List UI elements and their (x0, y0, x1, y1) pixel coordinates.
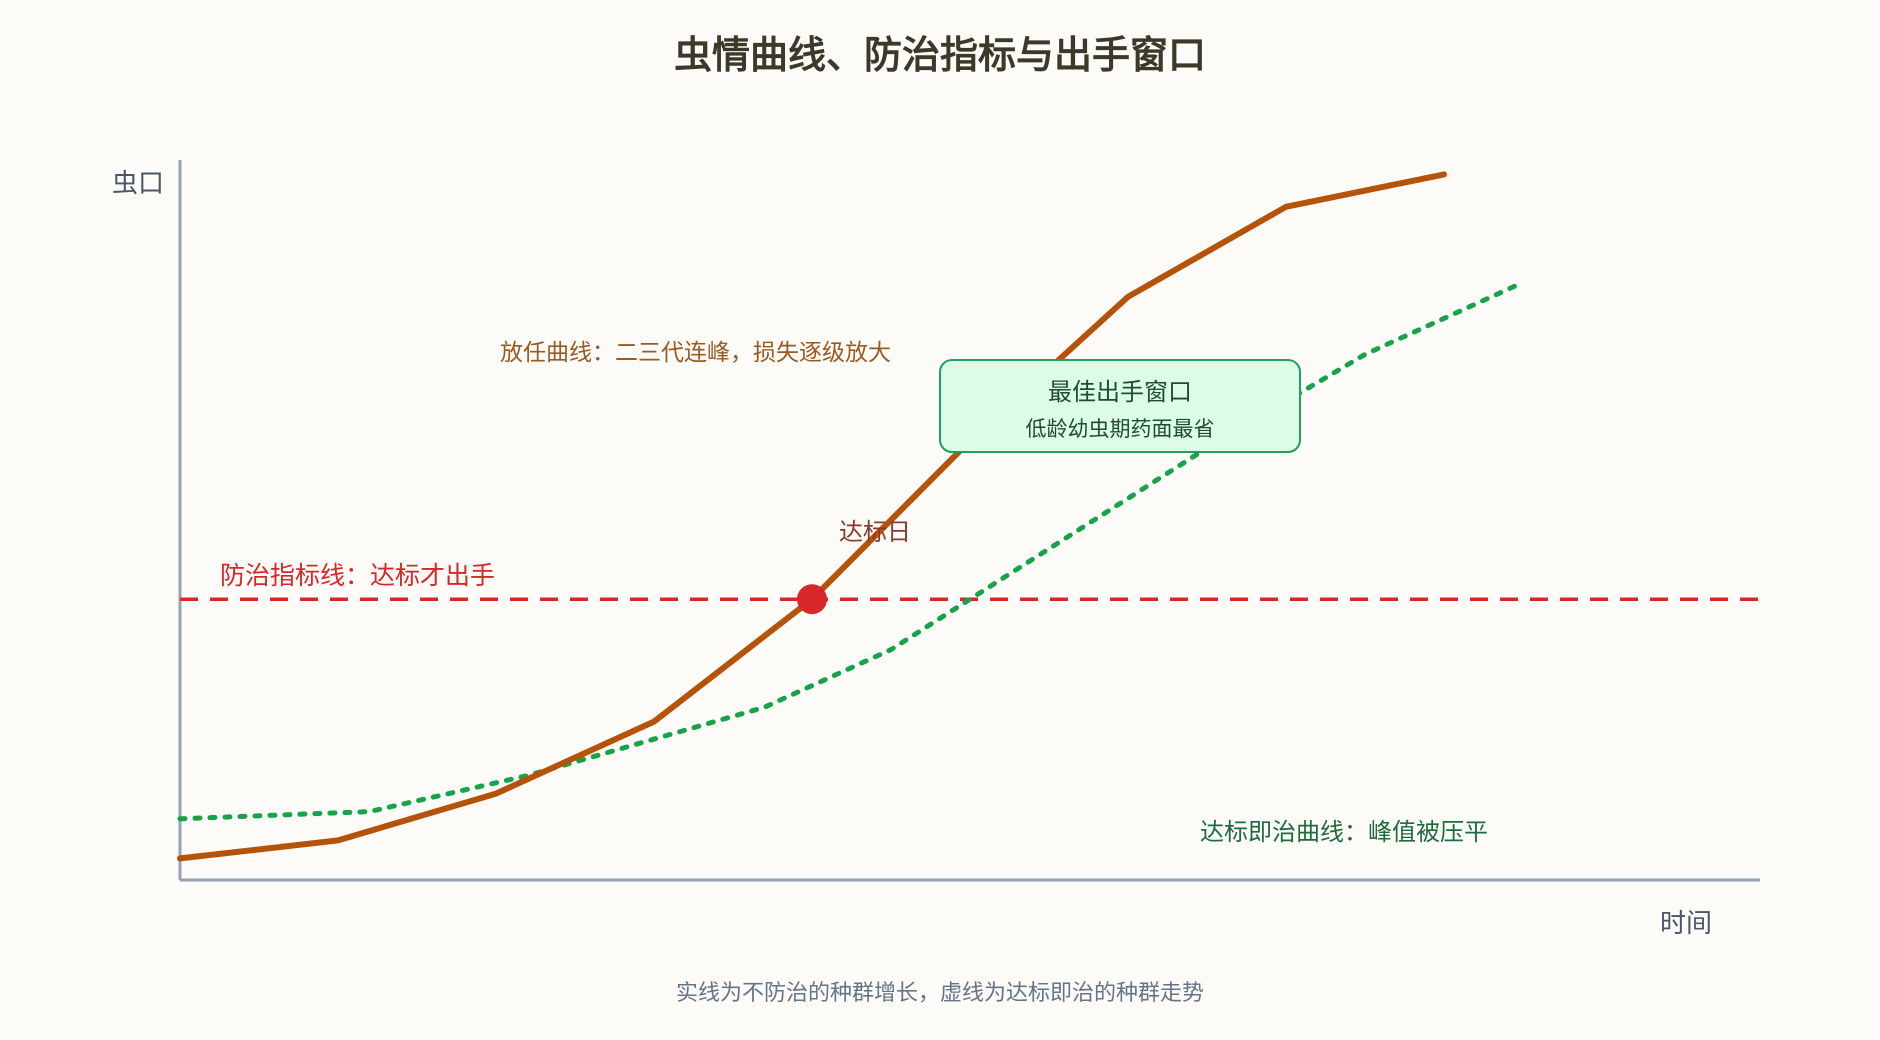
chart-title: 虫情曲线、防治指标与出手窗口 (674, 33, 1206, 77)
x-axis-label: 时间 (1660, 909, 1712, 939)
series-label-control: 达标即治曲线：峰值被压平 (1200, 818, 1488, 846)
optimal-window-annotation: 最佳出手窗口 低龄幼虫期药面最省 (939, 359, 1301, 453)
threshold-label: 防治指标线：达标才出手 (220, 561, 495, 590)
y-axis-label: 虫口 (112, 169, 164, 199)
annotation-title: 最佳出手窗口 (1048, 378, 1192, 406)
threshold-point (797, 584, 827, 615)
threshold-point-label: 达标日 (839, 518, 911, 546)
series-label-uncontrolled: 放任曲线：二三代连峰，损失逐级放大 (500, 340, 891, 366)
annotation-subtitle: 低龄幼虫期药面最省 (1026, 417, 1215, 441)
chart-footnote: 实线为不防治的种群增长，虚线为达标即治的种群走势 (676, 981, 1204, 1006)
series-line-uncontrolled (177, 171, 1447, 862)
annotation-box (939, 359, 1301, 453)
series-line-control (177, 279, 1526, 822)
